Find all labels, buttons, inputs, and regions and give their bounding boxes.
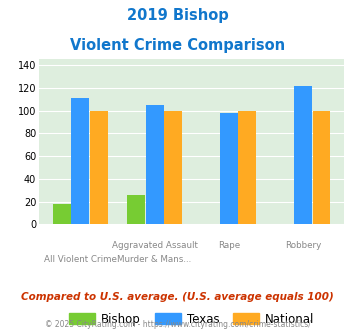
Text: Compared to U.S. average. (U.S. average equals 100): Compared to U.S. average. (U.S. average … (21, 292, 334, 302)
Text: 2019 Bishop: 2019 Bishop (127, 8, 228, 23)
Bar (53, 204, 71, 224)
Text: Murder & Mans...: Murder & Mans... (118, 255, 192, 264)
Text: Rape: Rape (218, 241, 240, 250)
Legend: Bishop, Texas, National: Bishop, Texas, National (64, 308, 319, 330)
Text: © 2025 CityRating.com - https://www.cityrating.com/crime-statistics/: © 2025 CityRating.com - https://www.city… (45, 320, 310, 329)
Bar (220, 113, 238, 224)
Text: Aggravated Assault: Aggravated Assault (112, 241, 197, 250)
Bar (164, 111, 182, 224)
Bar (294, 85, 312, 224)
Text: Violent Crime Comparison: Violent Crime Comparison (70, 38, 285, 53)
Bar (71, 98, 89, 224)
Text: All Violent Crime: All Violent Crime (44, 255, 117, 264)
Bar (313, 111, 331, 224)
Bar (146, 105, 164, 224)
Text: Robbery: Robbery (285, 241, 321, 250)
Bar (90, 111, 108, 224)
Bar (127, 195, 145, 224)
Bar (239, 111, 256, 224)
